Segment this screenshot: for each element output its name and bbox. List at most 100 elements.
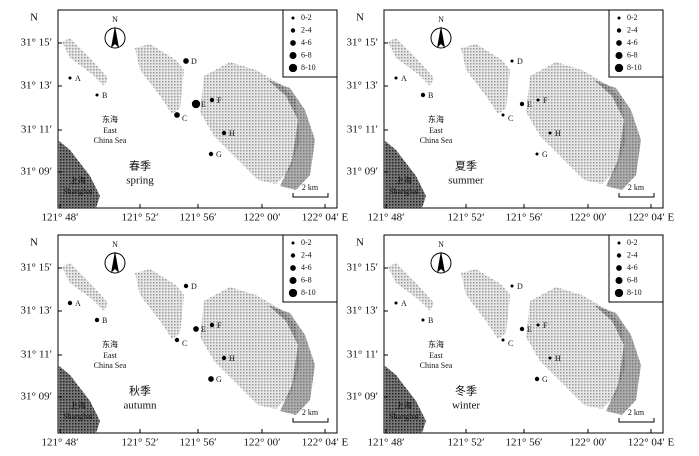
lat-label: N <box>356 12 364 24</box>
island <box>135 44 184 114</box>
lat-label: 31° 15′ <box>20 37 52 49</box>
coast <box>384 140 426 208</box>
north-label: N <box>112 15 118 24</box>
station-label: H <box>555 354 561 363</box>
scale-bar <box>292 193 329 198</box>
station-dot <box>183 58 189 64</box>
lat-label: N <box>356 237 364 249</box>
legend-label: 0-2 <box>627 238 638 247</box>
city-zh: 上海 <box>70 400 86 410</box>
legend-label: 2-4 <box>627 25 638 34</box>
lon-label: 122° 00′ <box>243 437 280 449</box>
legend-dot <box>290 253 296 258</box>
scale-bar <box>292 418 329 423</box>
station-dot <box>68 76 72 80</box>
lon-label: 122° 00′ <box>243 212 280 224</box>
map-panel: N 31° 15′ 31° 13′ 31° 11′ 31° 09′ 121° 48′ 121… <box>346 234 675 449</box>
island <box>62 38 108 86</box>
lat-label: 31° 11′ <box>21 124 52 136</box>
legend-label: 8-10 <box>301 288 316 297</box>
lat-label: 31° 09′ <box>20 166 52 178</box>
legend-dot <box>615 276 623 285</box>
legend-dot <box>616 40 622 46</box>
station-label: H <box>555 129 561 138</box>
sea-en: East <box>429 351 444 360</box>
station-label: E <box>201 100 206 109</box>
station-label: G <box>216 375 222 384</box>
legend-dot <box>616 265 622 271</box>
lat-label: 31° 09′ <box>20 391 52 403</box>
station-dot <box>420 92 426 98</box>
island <box>200 62 300 184</box>
island <box>62 263 108 311</box>
station-dot <box>221 130 227 136</box>
lon-label: 121° 48′ <box>367 437 404 449</box>
lon-label: 121° 52′ <box>121 212 158 224</box>
lon-label: 121° 48′ <box>41 437 78 449</box>
station-dot <box>394 76 398 80</box>
lon-label: 121° 56′ <box>179 212 216 224</box>
station-dot <box>519 326 525 332</box>
coast <box>58 365 100 433</box>
station-dot <box>208 376 214 382</box>
legend-dot <box>290 28 296 33</box>
lon-label: 122° 04′ E <box>628 437 675 449</box>
lon-label: 121° 52′ <box>447 212 484 224</box>
season-en: spring <box>126 175 154 187</box>
map-panel: N 31° 15′ 31° 13′ 31° 11′ 31° 09′ 121° 48′ 121… <box>346 9 675 224</box>
lat-label: 31° 15′ <box>20 262 52 274</box>
legend-label: 6-8 <box>627 275 638 284</box>
sea-en: China Sea <box>420 361 453 370</box>
coast <box>58 140 100 208</box>
season-zh: 秋季 <box>129 384 151 398</box>
station-dot <box>536 323 540 327</box>
station-dot <box>501 338 505 342</box>
station-label: H <box>229 354 235 363</box>
station-label: B <box>428 91 433 100</box>
city-en: Shanghai <box>389 187 420 196</box>
station-dot <box>174 112 180 118</box>
north-arrow <box>111 251 119 273</box>
legend-dot <box>288 63 298 73</box>
station-label: H <box>229 129 235 138</box>
lon-label: 121° 48′ <box>41 212 78 224</box>
station-dot <box>535 152 539 156</box>
station-label: C <box>508 339 513 348</box>
station-dot <box>193 326 199 332</box>
station-label: F <box>543 321 548 330</box>
legend-label: 6-8 <box>301 275 312 284</box>
season-zh: 冬季 <box>455 384 477 398</box>
season-zh: 夏季 <box>455 160 477 173</box>
legend-label: 0-2 <box>301 13 312 22</box>
station-label: A <box>401 299 407 308</box>
station-dot <box>536 98 540 102</box>
lon-label: 121° 52′ <box>447 437 484 449</box>
legend-dot <box>288 288 298 298</box>
lat-label: 31° 15′ <box>346 262 378 274</box>
lat-label: N <box>30 12 38 24</box>
scale-label: 2 km <box>302 183 319 192</box>
station-label: D <box>517 282 523 291</box>
station-dot <box>510 284 514 288</box>
lat-label: N <box>30 237 38 249</box>
lat-label: 31° 13′ <box>20 80 52 92</box>
legend-label: 4-6 <box>301 38 312 47</box>
city-zh: 上海 <box>396 400 412 410</box>
lat-label: 31° 13′ <box>346 305 378 317</box>
station-label: A <box>75 74 81 83</box>
legend-label: 6-8 <box>301 50 312 59</box>
legend-dot <box>615 51 623 60</box>
station-dot <box>183 283 189 289</box>
station-label: D <box>191 57 197 66</box>
legend-dot <box>614 63 624 73</box>
legend-label: 8-10 <box>627 63 642 72</box>
north-arrow <box>437 251 445 273</box>
scale-label: 2 km <box>628 183 645 192</box>
season-en: autumn <box>124 400 157 412</box>
legend-dot <box>616 28 622 33</box>
station-dot <box>221 355 227 361</box>
city-en: Shanghai <box>63 412 94 421</box>
station-label: E <box>527 325 532 334</box>
station-label: A <box>401 74 407 83</box>
